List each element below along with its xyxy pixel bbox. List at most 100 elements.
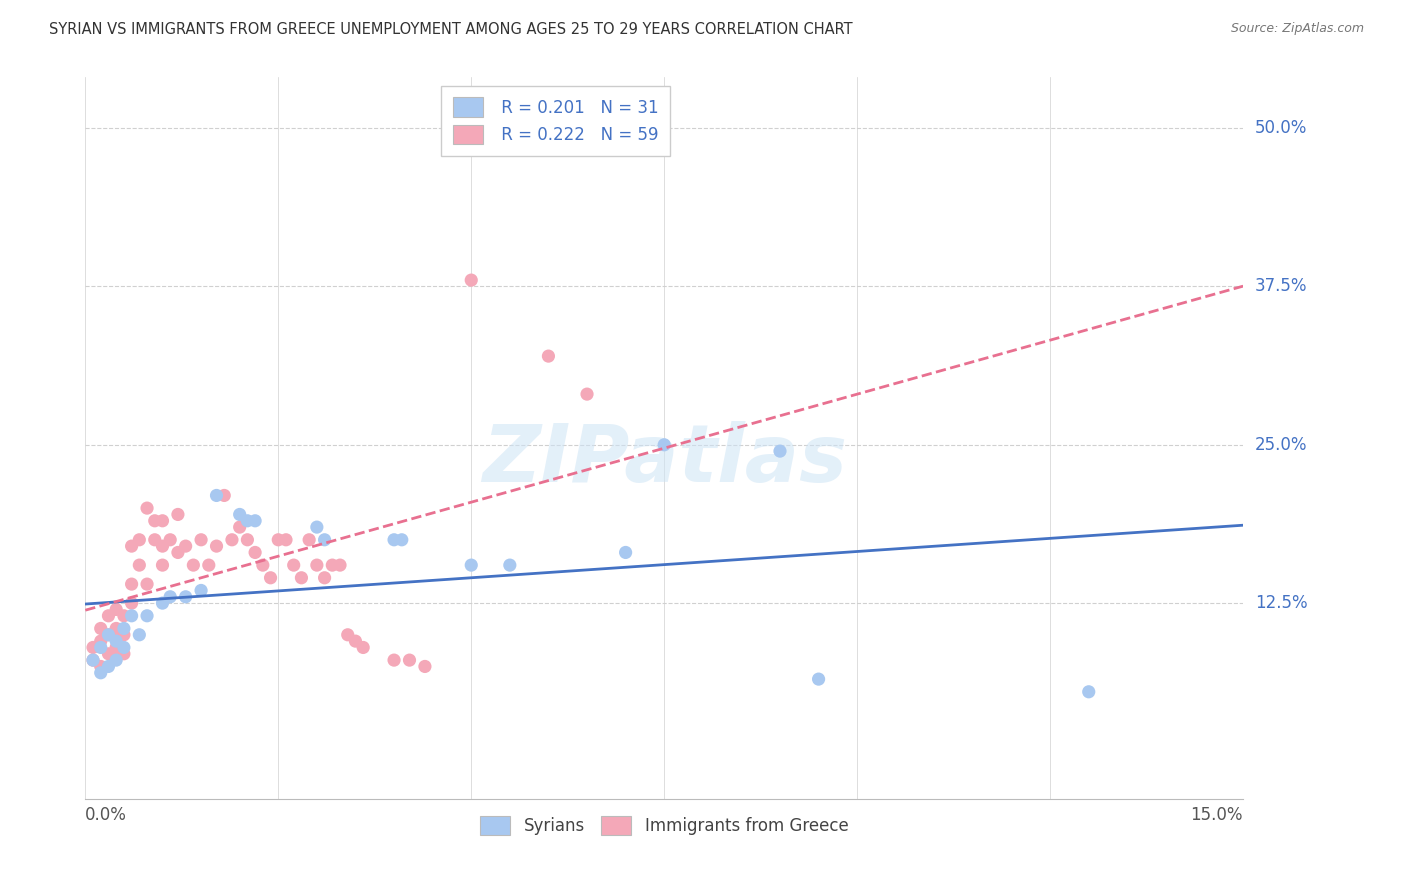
- Point: [136, 577, 159, 591]
- Text: 37.5%: 37.5%: [1254, 277, 1308, 295]
- Text: 0.0%: 0.0%: [86, 805, 127, 824]
- Point: [159, 590, 181, 604]
- Point: [321, 558, 343, 573]
- Point: [97, 659, 120, 673]
- Point: [305, 520, 328, 534]
- Point: [236, 533, 259, 547]
- Point: [344, 634, 367, 648]
- Point: [274, 533, 297, 547]
- Text: 50.0%: 50.0%: [1254, 120, 1308, 137]
- Point: [382, 533, 405, 547]
- Point: [167, 545, 190, 559]
- Point: [537, 349, 560, 363]
- Point: [221, 533, 243, 547]
- Point: [174, 590, 197, 604]
- Point: [143, 533, 166, 547]
- Point: [243, 514, 266, 528]
- Point: [121, 539, 143, 553]
- Point: [228, 520, 250, 534]
- Text: SYRIAN VS IMMIGRANTS FROM GREECE UNEMPLOYMENT AMONG AGES 25 TO 29 YEARS CORRELAT: SYRIAN VS IMMIGRANTS FROM GREECE UNEMPLO…: [49, 22, 853, 37]
- Point: [105, 640, 128, 655]
- Point: [112, 640, 135, 655]
- Point: [205, 488, 228, 502]
- Point: [298, 533, 321, 547]
- Point: [112, 608, 135, 623]
- Point: [190, 583, 212, 598]
- Point: [236, 514, 259, 528]
- Point: [652, 438, 675, 452]
- Point: [152, 539, 174, 553]
- Point: [190, 533, 212, 547]
- Point: [82, 653, 104, 667]
- Point: [391, 533, 413, 547]
- Point: [769, 444, 792, 458]
- Point: [267, 533, 290, 547]
- Point: [105, 602, 128, 616]
- Point: [243, 545, 266, 559]
- Legend:  R = 0.201   N = 31,  R = 0.222   N = 59: R = 0.201 N = 31, R = 0.222 N = 59: [441, 86, 671, 156]
- Point: [183, 558, 205, 573]
- Point: [121, 577, 143, 591]
- Point: [128, 558, 150, 573]
- Point: [305, 558, 328, 573]
- Point: [576, 387, 599, 401]
- Point: [174, 539, 197, 553]
- Point: [198, 558, 221, 573]
- Point: [460, 558, 482, 573]
- Point: [136, 501, 159, 516]
- Point: [105, 653, 128, 667]
- Point: [97, 628, 120, 642]
- Point: [329, 558, 352, 573]
- Point: [1077, 685, 1099, 699]
- Point: [290, 571, 312, 585]
- Point: [152, 596, 174, 610]
- Point: [382, 653, 405, 667]
- Point: [228, 508, 250, 522]
- Point: [97, 647, 120, 661]
- Text: ZIPatlas: ZIPatlas: [482, 421, 846, 500]
- Point: [807, 672, 830, 686]
- Point: [128, 628, 150, 642]
- Point: [136, 608, 159, 623]
- Point: [128, 533, 150, 547]
- Point: [152, 514, 174, 528]
- Point: [90, 640, 112, 655]
- Point: [314, 533, 336, 547]
- Point: [112, 628, 135, 642]
- Point: [314, 571, 336, 585]
- Point: [97, 628, 120, 642]
- Point: [205, 539, 228, 553]
- Point: [167, 508, 190, 522]
- Point: [252, 558, 274, 573]
- Point: [152, 558, 174, 573]
- Text: 12.5%: 12.5%: [1254, 594, 1308, 612]
- Point: [283, 558, 305, 573]
- Point: [398, 653, 420, 667]
- Point: [105, 622, 128, 636]
- Point: [105, 634, 128, 648]
- Point: [90, 634, 112, 648]
- Point: [90, 659, 112, 673]
- Point: [159, 533, 181, 547]
- Text: 25.0%: 25.0%: [1254, 436, 1308, 454]
- Point: [97, 608, 120, 623]
- Point: [82, 653, 104, 667]
- Point: [614, 545, 637, 559]
- Point: [121, 596, 143, 610]
- Point: [82, 640, 104, 655]
- Point: [413, 659, 436, 673]
- Text: Source: ZipAtlas.com: Source: ZipAtlas.com: [1230, 22, 1364, 36]
- Point: [121, 608, 143, 623]
- Point: [352, 640, 374, 655]
- Point: [90, 665, 112, 680]
- Point: [499, 558, 522, 573]
- Point: [460, 273, 482, 287]
- Point: [90, 622, 112, 636]
- Point: [336, 628, 359, 642]
- Text: 15.0%: 15.0%: [1191, 805, 1243, 824]
- Point: [112, 647, 135, 661]
- Point: [259, 571, 281, 585]
- Point: [112, 622, 135, 636]
- Point: [143, 514, 166, 528]
- Point: [212, 488, 235, 502]
